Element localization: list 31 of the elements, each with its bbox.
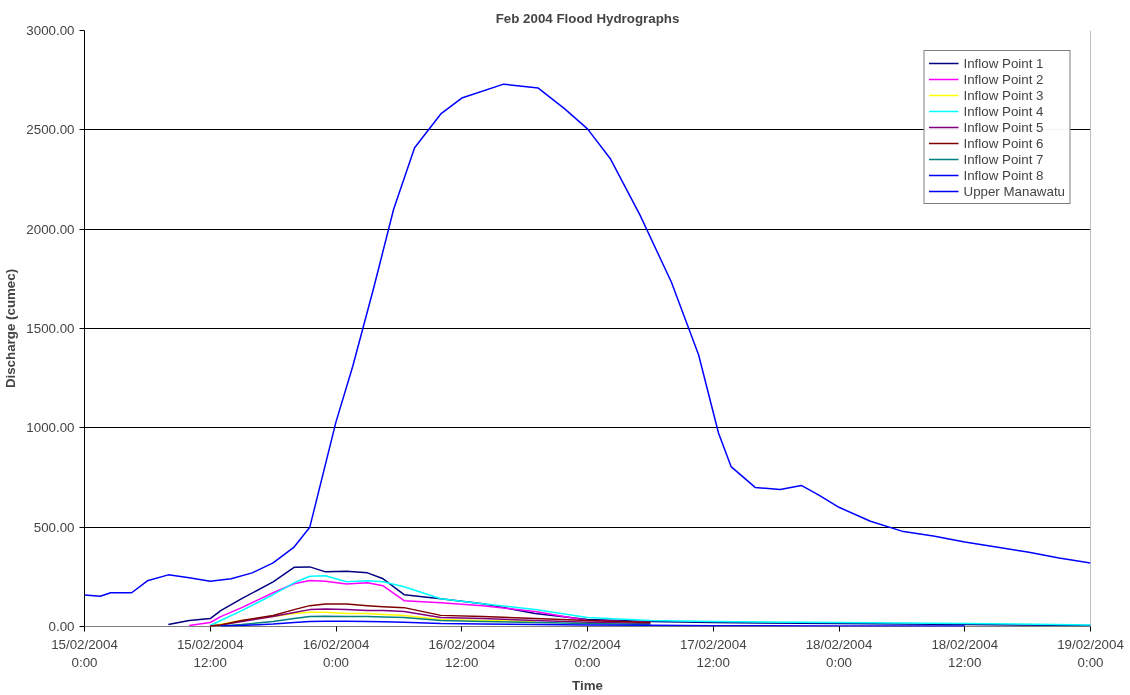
y-axis-title: Discharge (cumec) — [3, 268, 19, 389]
x-tick-label: 17/02/2004 0:00 — [554, 636, 622, 670]
x-tick-label: 15/02/2004 0:00 — [51, 636, 119, 670]
y-tick-label: 2000.00 — [26, 221, 75, 237]
legend-label: Inflow Point 8 — [963, 167, 1044, 183]
x-tick-label: 15/02/2004 12:00 — [176, 636, 245, 670]
legend-label: Inflow Point 4 — [963, 103, 1044, 119]
line-series — [84, 83, 1091, 598]
legend-label: Inflow Point 3 — [963, 87, 1044, 103]
y-tick-label: 0.00 — [48, 619, 75, 634]
legend-label: Inflow Point 6 — [963, 135, 1044, 151]
y-tick-label: 1000.00 — [26, 420, 75, 436]
x-tick-label: 19/02/2004 0:00 — [1057, 636, 1125, 670]
x-tick-label: 16/02/2004 0:00 — [302, 636, 370, 670]
x-tick-label: 16/02/2004 12:00 — [428, 636, 496, 670]
x-tick-label: 18/02/2004 12:00 — [931, 636, 999, 670]
legend-label: Inflow Point 2 — [963, 71, 1044, 87]
y-tick-label: 500.00 — [33, 519, 75, 535]
chart-title: Feb 2004 Flood Hydrographs — [495, 10, 680, 26]
y-tick-label: 3000.00 — [26, 23, 75, 38]
y-tick-label: 1500.00 — [26, 321, 75, 336]
legend-label: Upper Manawatu — [963, 183, 1065, 199]
x-tick-label: 18/02/2004 0:00 — [805, 636, 873, 670]
legend-label: Inflow Point 5 — [963, 119, 1044, 135]
line-series — [209, 575, 1091, 627]
line-series — [209, 603, 652, 627]
x-axis-title: Time — [572, 677, 603, 693]
legend-label: Inflow Point 7 — [963, 151, 1044, 167]
x-tick-label: 17/02/2004 12:00 — [679, 636, 748, 670]
y-tick-label: 2500.00 — [26, 122, 75, 138]
legend-label: Inflow Point 1 — [963, 55, 1044, 71]
